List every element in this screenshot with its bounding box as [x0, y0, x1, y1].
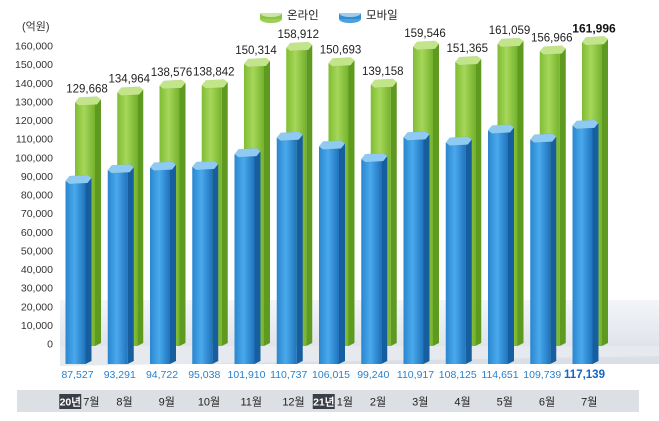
y-tick-label: 30,000: [21, 283, 53, 295]
x-tick-label: 2월: [370, 396, 386, 409]
mobile-bar: [234, 147, 261, 364]
mobile-bar: [65, 174, 92, 364]
y-tick-label: 160,000: [15, 41, 53, 53]
mobile-value-label: 117,139: [564, 369, 605, 381]
mobile-value-label: 99,240: [357, 369, 389, 381]
y-tick-label: 20,000: [21, 301, 53, 313]
y-axis: (억원) 0 10,000 20,000 30,000 40,000 50,000 60,00…: [15, 20, 53, 351]
year-tag: 21년: [312, 394, 335, 409]
x-tick-label: 7월: [83, 396, 99, 409]
online-value-label: 161,059: [489, 25, 531, 37]
legend-mobile-label: 모바일: [366, 8, 398, 22]
online-value-label: 134,964: [108, 74, 150, 86]
online-value-label: 150,693: [320, 44, 362, 56]
y-tick-label: 70,000: [21, 208, 53, 220]
online-value-label: 151,365: [446, 43, 488, 55]
mobile-value-label: 109,739: [523, 369, 561, 381]
bars: [65, 36, 609, 364]
mobile-value-label: 87,527: [61, 369, 93, 381]
year-tag-label: 21년: [313, 396, 334, 409]
mobile-bar: [403, 131, 430, 364]
y-tick-label: 90,000: [21, 171, 53, 183]
mobile-bar: [191, 160, 219, 364]
y-tick-label: 0: [47, 339, 53, 351]
x-tick-label: 11월: [240, 396, 262, 409]
mobile-bar: [149, 161, 177, 364]
x-tick-label: 5월: [497, 396, 513, 409]
x-tick-label: 9월: [159, 396, 175, 409]
y-tick-label: 110,000: [16, 134, 53, 146]
y-tick-label: 140,000: [15, 78, 53, 90]
x-tick-label: 7월: [581, 396, 597, 409]
x-tick-label: 8월: [116, 396, 132, 409]
mobile-value-label: 114,651: [481, 369, 518, 381]
y-tick-label: 130,000: [15, 96, 53, 108]
online-value-label: 138,842: [193, 66, 235, 78]
mobile-value-label: 101,910: [228, 369, 266, 381]
mobile-bar: [107, 163, 135, 364]
y-tick-label: 150,000: [15, 59, 53, 71]
mobile-value-label: 93,291: [104, 369, 136, 381]
data-labels: 129,668 87,527 134,964 93,291 138,576 94,722 1…: [61, 21, 616, 381]
x-tick-label: 12월: [282, 396, 304, 409]
mobile-value-label: 95,038: [188, 369, 220, 381]
y-tick-label: 80,000: [21, 190, 53, 202]
online-value-label: 129,668: [66, 83, 108, 95]
mobile-value-label: 106,015: [312, 369, 350, 381]
y-tick-label: 100,000: [15, 152, 53, 164]
online-value-label: 159,546: [404, 28, 446, 40]
mobile-bar: [487, 124, 515, 364]
online-value-label: 158,912: [277, 29, 319, 41]
mobile-value-label: 94,722: [146, 369, 178, 381]
legend-online-label: 온라인: [287, 9, 319, 22]
y-tick-label: 50,000: [21, 245, 53, 257]
y-unit-label: (억원): [22, 20, 50, 33]
x-tick-label: 6월: [539, 396, 555, 409]
online-value-label: 156,966: [531, 33, 573, 45]
x-tick-label: 10월: [198, 396, 220, 409]
x-axis: 20년 7월 8월 9월 10월 11월 12월 21년 1월 2월 3월 4월 5월 6월 7월: [59, 394, 597, 409]
legend-online-icon: [260, 9, 282, 23]
mobile-value-label: 108,125: [439, 369, 477, 381]
x-tick-label: 3월: [412, 396, 428, 409]
mobile-bar: [276, 131, 304, 364]
online-value-label: 139,158: [362, 66, 404, 78]
mobile-value-label: 110,917: [397, 369, 434, 381]
y-tick-label: 40,000: [21, 264, 53, 276]
mobile-bar: [529, 133, 557, 364]
x-tick-label: 4월: [454, 396, 470, 409]
mobile-bar: [360, 152, 388, 364]
mobile-bar: [572, 119, 599, 364]
legend: 온라인 모바일: [260, 8, 398, 23]
mobile-value-label: 110,737: [270, 369, 307, 381]
mobile-bar: [445, 136, 473, 364]
x-tick-label: 1월: [337, 396, 353, 409]
online-value-label: 161,996: [572, 21, 616, 35]
y-tick-label: 10,000: [21, 320, 53, 332]
y-tick-label: 120,000: [15, 115, 53, 127]
legend-mobile-icon: [339, 9, 361, 23]
value-strip: [60, 366, 659, 381]
mobile-bar: [318, 140, 346, 364]
online-value-label: 138,576: [151, 67, 193, 79]
y-tick-label: 60,000: [21, 227, 53, 239]
online-value-label: 150,314: [235, 45, 277, 57]
year-tag: 20년: [59, 394, 82, 409]
year-tag-label: 20년: [60, 396, 81, 409]
